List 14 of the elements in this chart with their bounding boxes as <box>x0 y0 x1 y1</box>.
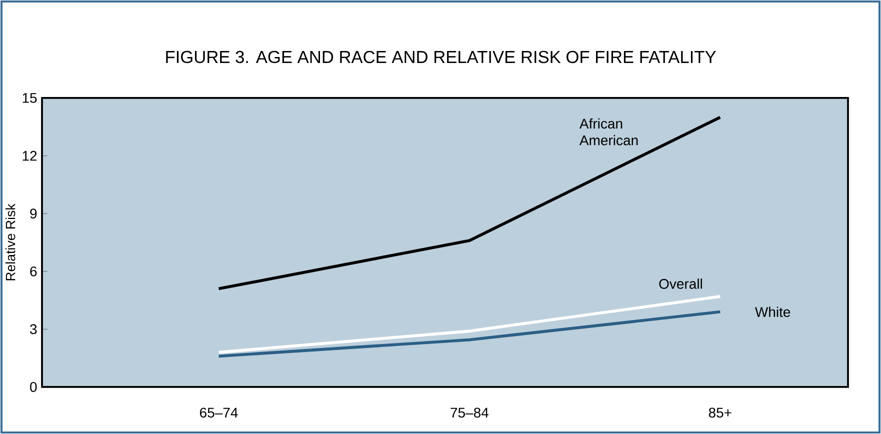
series-label: African American <box>579 118 638 146</box>
x-tick-label: 75–84 <box>450 408 488 418</box>
y-tick-label: 15 <box>22 93 37 103</box>
series-label: Overall <box>659 278 702 289</box>
x-tick-label: 65–74 <box>200 408 238 418</box>
y-tick-label: 3 <box>30 324 37 334</box>
y-axis-title: Relative Risk <box>5 204 16 280</box>
text: White <box>755 306 790 317</box>
y-tick-label: 6 <box>30 266 37 276</box>
y-tick-label: 12 <box>22 150 37 161</box>
chart-title: FIGURE 3. AGE AND RACE AND RELATIVE RISK OF FIRE FATALITY <box>166 50 716 64</box>
y-tick-label: 9 <box>30 208 37 219</box>
x-tick-label: 85+ <box>708 408 732 418</box>
y-tick-label: 0 <box>30 382 37 392</box>
